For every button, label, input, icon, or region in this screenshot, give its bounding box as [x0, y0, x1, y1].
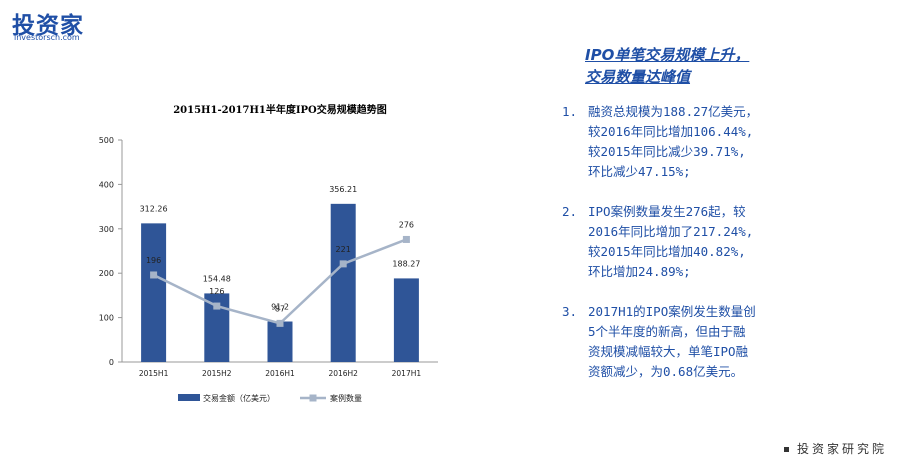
- panel-title: IPO单笔交易规模上升， 交易数量达峰值: [585, 44, 749, 88]
- y-tick-label: 500: [99, 136, 114, 145]
- point-line: 环比增加24.89%;: [588, 264, 691, 279]
- bar: [393, 278, 419, 362]
- x-tick-label: 2015H1: [139, 369, 169, 378]
- logo-domain: investorscn.com: [14, 33, 80, 42]
- point-line: 2017H1的IPO案例发生数量创: [588, 304, 756, 319]
- bar-data-label: 312.26: [140, 204, 168, 213]
- legend-bar-label: 交易金额（亿美元）: [203, 393, 275, 403]
- point-line: 5个半年度的新高，但由于融: [588, 324, 746, 339]
- line-data-label: 196: [146, 256, 161, 265]
- summary-point-2: 2. IPO案例数量发生276起，较 2016年同比增加了217.24%, 较2…: [562, 202, 817, 282]
- line-data-label: 221: [336, 245, 351, 254]
- summary-point-3: 3. 2017H1的IPO案例发生数量创 5个半年度的新高，但由于融 资规模减幅…: [562, 302, 817, 382]
- point-line: 资规模减幅较大，单笔IPO融: [588, 344, 749, 359]
- logo: 投资家 investorscn.com: [12, 6, 107, 42]
- summary-point-1: 1. 融资总规模为188.27亿美元， 较2016年同比增加106.44%, 较…: [562, 102, 817, 182]
- line-point: [276, 319, 284, 327]
- bar: [267, 321, 293, 362]
- logo-text: 投资家: [12, 13, 84, 39]
- point-number: 3.: [562, 304, 578, 319]
- legend-bar-swatch: [178, 394, 200, 401]
- line-point: [213, 302, 221, 310]
- point-line: IPO案例数量发生276起，较: [588, 204, 746, 219]
- line-data-label: 126: [209, 287, 224, 296]
- legend-line-label: 案例数量: [330, 393, 362, 403]
- footer: 投资家研究院: [783, 440, 887, 457]
- y-tick-label: 200: [99, 269, 114, 278]
- bar-data-label: 154.48: [203, 274, 231, 283]
- bar-data-label: 188.27: [392, 259, 420, 268]
- point-line: 环比减少47.15%;: [588, 164, 691, 179]
- point-line: 2016年同比增加了217.24%,: [588, 224, 754, 239]
- x-tick-label: 2017H1: [392, 369, 422, 378]
- y-tick-label: 400: [99, 180, 114, 189]
- summary-points: 1. 融资总规模为188.27亿美元， 较2016年同比增加106.44%, 较…: [562, 102, 817, 402]
- y-tick-label: 0: [109, 358, 114, 367]
- line-data-label: 87: [275, 304, 285, 313]
- point-line: 较2016年同比增加106.44%,: [588, 124, 754, 139]
- panel-title-line-1: IPO单笔交易规模上升，: [585, 46, 750, 64]
- bar: [141, 223, 167, 362]
- point-line: 资额减少，为0.68亿美元。: [588, 364, 744, 379]
- y-tick-label: 300: [99, 225, 114, 234]
- point-line: 融资总规模为188.27亿美元，: [588, 104, 759, 119]
- bar: [330, 203, 356, 362]
- line-data-label: 276: [399, 220, 414, 229]
- point-line: 较2015年同比增加40.82%,: [588, 244, 746, 259]
- line-point: [150, 271, 158, 279]
- x-tick-label: 2015H2: [202, 369, 232, 378]
- chart-title: 2015H1-2017H1半年度IPO交易规模趋势图: [173, 105, 387, 116]
- bar-data-label: 91.2: [271, 303, 289, 312]
- x-tick-label: 2016H2: [328, 369, 358, 378]
- footer-bullet-icon: [783, 447, 789, 452]
- line-point: [339, 260, 347, 268]
- line-point: [402, 235, 410, 243]
- point-line: 较2015年同比减少39.71%,: [588, 144, 746, 159]
- x-tick-label: 2016H1: [265, 369, 295, 378]
- y-tick-label: 100: [99, 314, 114, 323]
- legend-line-marker: [309, 394, 317, 402]
- panel-title-line-2: 交易数量达峰值: [585, 68, 691, 86]
- point-number: 1.: [562, 104, 578, 119]
- point-number: 2.: [562, 204, 578, 219]
- footer-text: 投资家研究院: [796, 442, 887, 456]
- bar-data-label: 356.21: [329, 185, 357, 194]
